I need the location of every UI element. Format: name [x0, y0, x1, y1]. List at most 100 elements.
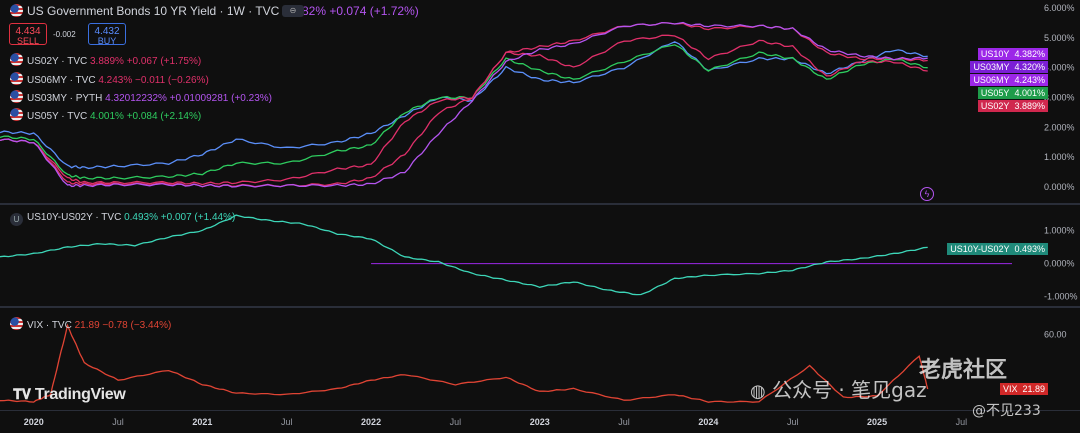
legend-value: 4.001% +0.084 (+2.14%): [90, 111, 202, 122]
badge-value: 4.243%: [1014, 75, 1045, 85]
sell-button[interactable]: 4.434 SELL: [9, 23, 47, 46]
x-tick-label: Jul: [281, 417, 293, 427]
x-tick-label: 2024: [698, 417, 718, 427]
series-line-us03my: [0, 21, 928, 188]
tradingview-logo: 𝐓𝐕 TradingView: [13, 386, 126, 403]
us-flag-icon: [10, 4, 23, 17]
y-tick-label: 1.000%: [1044, 226, 1075, 236]
legend-name: US05Y · TVC: [27, 111, 88, 122]
bid-ask-spread: -0.002: [53, 30, 76, 39]
wechat-icon: ◍: [750, 381, 766, 402]
badge-label: US02Y: [980, 101, 1010, 111]
x-tick-label: Jul: [618, 417, 630, 427]
x-tick-label: 2023: [530, 417, 550, 427]
y-tick-label: 60.00: [1044, 329, 1067, 339]
legend-name: US10Y-US02Y · TVC: [27, 212, 122, 223]
legend-name: US03MY · PYTH: [27, 93, 103, 104]
watermark-cn: 老虎社区: [919, 352, 1007, 384]
legend-name: US02Y · TVC: [27, 56, 88, 67]
us-flag-icon: [10, 72, 23, 85]
watermark-left: ◍ 公众号 · 笔见gaz: [750, 374, 927, 403]
y-tick-label: 3.000%: [1044, 93, 1075, 103]
legend-vix[interactable]: VIX · TVC 21.89 −0.78 (−3.44%): [10, 317, 171, 331]
legend-spread[interactable]: U US10Y-US02Y · TVC 0.493% +0.007 (+1.44%…: [10, 212, 235, 226]
price-badge-us03my: US03MY 4.320%: [970, 61, 1048, 73]
badge-label: US10Y: [980, 49, 1010, 59]
badge-value: 4.320%: [1014, 62, 1045, 72]
y-tick-label: 6.000%: [1044, 3, 1075, 13]
series-line-vix: [0, 323, 929, 403]
sell-price: 4.434: [15, 26, 41, 37]
price-badge-us02y: US02Y 3.889%: [977, 100, 1048, 112]
x-tick-label: Jul: [450, 417, 462, 427]
legend-name: US06MY · TVC: [27, 75, 96, 86]
badge-label: US03MY: [973, 62, 1010, 72]
badge-value: 21.89: [1022, 384, 1045, 394]
watermark-right: @不见233: [972, 400, 1041, 420]
time-axis-border: [0, 410, 1080, 411]
x-tick-label: 2020: [24, 417, 44, 427]
x-tick-label: Jul: [956, 417, 968, 427]
y-tick-label: 1.000%: [1044, 152, 1075, 162]
legend-name: VIX · TVC: [27, 320, 72, 331]
x-tick-label: 2025: [867, 417, 887, 427]
legend-us02y[interactable]: US02Y · TVC 3.889% +0.067 (+1.75%): [10, 53, 201, 67]
y-tick-label: 0.000%: [1044, 259, 1075, 269]
price-badge-us06my: US06MY 4.243%: [970, 74, 1048, 86]
eye-toggle-icon[interactable]: ⊖: [282, 5, 304, 17]
watermark-left-text: 公众号 · 笔见gaz: [772, 378, 927, 402]
legend-value: 4.243% −0.011 (−0.26%): [98, 75, 209, 86]
price-badge-vix: VIX 21.89: [999, 383, 1048, 395]
sell-label: SELL: [16, 36, 40, 46]
series-line-us05y: [0, 44, 928, 180]
badge-value: 4.382%: [1014, 49, 1045, 59]
series-line-us10y-us02y: [0, 214, 928, 296]
badge-label: VIX: [1002, 384, 1018, 394]
us-flag-icon: [10, 317, 23, 330]
badge-label: US06MY: [973, 75, 1010, 85]
watermark-cn-text: 老虎社区: [919, 358, 1008, 383]
y-tick-label: -1.000%: [1044, 292, 1078, 302]
watermark-right-text: @不见233: [972, 403, 1041, 419]
us-flag-icon: [10, 108, 23, 121]
legend-value: 4.32012232% +0.01009281 (+0.23%): [105, 93, 272, 104]
badge-label: US05Y: [980, 88, 1010, 98]
y-tick-label: 5.000%: [1044, 33, 1075, 43]
x-tick-label: Jul: [112, 417, 124, 427]
x-tick-label: 2021: [192, 417, 212, 427]
buy-label: BUY: [97, 36, 117, 46]
lightning-icon[interactable]: ϟ: [920, 187, 934, 201]
x-tick-label: Jul: [787, 417, 799, 427]
badge-value: 3.889%: [1014, 101, 1045, 111]
last-value: 4.382% +0.074 (+1.72%): [285, 4, 419, 18]
main-title: US Government Bonds 10 YR Yield · 1W · T…: [10, 4, 419, 18]
badge-value: 0.493%: [1014, 244, 1045, 254]
badge-value: 4.001%: [1014, 88, 1045, 98]
pane-separator: [0, 306, 1080, 308]
legend-value: 21.89 −0.78 (−3.44%): [74, 320, 172, 331]
buy-price: 4.432: [94, 26, 120, 37]
price-badge-spread: US10Y-US02Y 0.493%: [947, 243, 1048, 255]
us-flag-icon: [10, 53, 23, 66]
y-tick-label: 4.000%: [1044, 63, 1075, 73]
symbol-u-icon: U: [10, 213, 23, 226]
us-flag-icon: [10, 90, 23, 103]
legend-us03my[interactable]: US03MY · PYTH 4.32012232% +0.01009281 (+…: [10, 90, 272, 104]
legend-us05y[interactable]: US05Y · TVC 4.001% +0.084 (+2.14%): [10, 108, 201, 122]
legend-value: 3.889% +0.067 (+1.75%): [90, 56, 202, 67]
chart-title: US Government Bonds 10 YR Yield · 1W · T…: [27, 4, 280, 18]
y-tick-label: 2.000%: [1044, 122, 1075, 132]
buy-button[interactable]: 4.432 BUY: [88, 23, 126, 46]
tradingview-wordmark: TradingView: [34, 386, 126, 403]
series-line-us06my: [0, 21, 928, 188]
price-badge-us10y: US10Y 4.382%: [977, 48, 1048, 60]
x-tick-label: 2022: [361, 417, 381, 427]
series-line-us02y: [0, 34, 928, 186]
y-tick-label: 0.000%: [1044, 182, 1075, 192]
pane-separator: [0, 203, 1080, 205]
badge-label: US10Y-US02Y: [950, 244, 1010, 254]
legend-us06my[interactable]: US06MY · TVC 4.243% −0.011 (−0.26%): [10, 72, 209, 86]
legend-value: 0.493% +0.007 (+1.44%): [124, 212, 236, 223]
